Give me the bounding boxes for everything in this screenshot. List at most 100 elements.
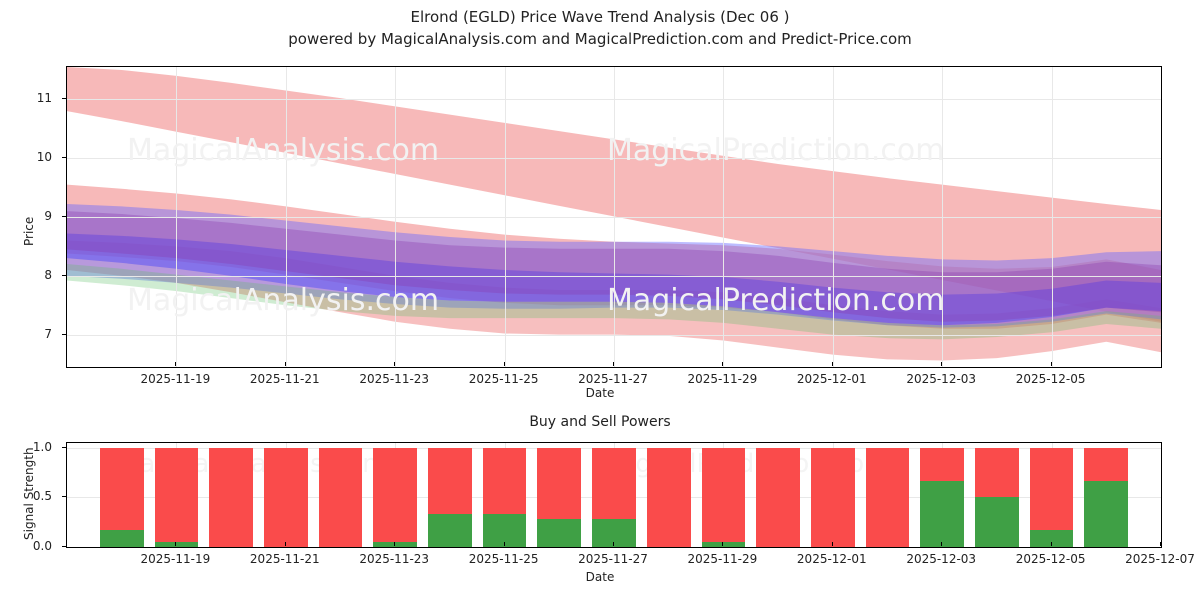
bottom-gridline-v bbox=[1161, 443, 1162, 547]
top-x-tick-label: 2025-12-01 bbox=[797, 372, 867, 386]
bottom-x-tick-mark bbox=[504, 542, 505, 546]
stacked-bar[interactable] bbox=[319, 448, 363, 547]
top-y-tick-label: 9 bbox=[44, 209, 52, 223]
top-x-tick-label: 2025-12-05 bbox=[1016, 372, 1086, 386]
stacked-bar[interactable] bbox=[483, 448, 527, 547]
sell-power-segment bbox=[702, 448, 746, 542]
bottom-y-tick-label: 0.5 bbox=[33, 489, 52, 503]
sell-power-segment bbox=[811, 448, 855, 547]
top-x-tick-label: 2025-11-21 bbox=[250, 372, 320, 386]
stacked-bar[interactable] bbox=[756, 448, 800, 547]
stacked-bar[interactable] bbox=[537, 448, 581, 547]
sell-power-segment bbox=[428, 448, 472, 514]
top-x-tick-label: 2025-11-29 bbox=[688, 372, 758, 386]
sell-power-segment bbox=[592, 448, 636, 519]
sell-power-segment bbox=[537, 448, 581, 519]
top-gridline-v bbox=[176, 67, 177, 367]
top-y-tick-label: 10 bbox=[37, 150, 52, 164]
top-gridline-v bbox=[614, 67, 615, 367]
bottom-x-tick-label: 2025-12-03 bbox=[906, 552, 976, 566]
top-gridline-v bbox=[833, 67, 834, 367]
stacked-bar[interactable] bbox=[811, 448, 855, 547]
top-x-tick-mark bbox=[175, 362, 176, 366]
buy-sell-powers-chart: Buy and Sell Powers Signal Strength 0.00… bbox=[0, 410, 1200, 600]
bottom-x-tick-label: 2025-11-27 bbox=[578, 552, 648, 566]
bottom-x-tick-mark bbox=[1160, 542, 1161, 546]
stacked-bar[interactable] bbox=[866, 448, 910, 547]
stacked-bar[interactable] bbox=[209, 448, 253, 547]
bottom-x-tick-label: 2025-11-23 bbox=[359, 552, 429, 566]
bottom-x-tick-mark bbox=[285, 542, 286, 546]
top-gridline-v bbox=[505, 67, 506, 367]
stacked-bar[interactable] bbox=[373, 448, 417, 547]
top-x-tick-mark bbox=[613, 362, 614, 366]
stacked-bar[interactable] bbox=[100, 448, 144, 547]
sell-power-segment bbox=[1030, 448, 1074, 530]
top-x-axis-label: Date bbox=[0, 386, 1200, 400]
top-x-tick-mark bbox=[941, 362, 942, 366]
bottom-x-tick-mark bbox=[175, 542, 176, 546]
bottom-chart-title: Buy and Sell Powers bbox=[0, 414, 1200, 430]
sell-power-segment bbox=[319, 448, 363, 547]
bottom-gridline-h bbox=[67, 547, 1161, 548]
page-title: Elrond (EGLD) Price Wave Trend Analysis … bbox=[0, 6, 1200, 50]
bottom-x-tick-mark bbox=[394, 542, 395, 546]
stacked-bar[interactable] bbox=[647, 448, 691, 547]
buy-power-segment bbox=[483, 514, 527, 547]
sell-power-segment bbox=[373, 448, 417, 542]
top-plot-area: MagicalAnalysis.com MagicalPrediction.co… bbox=[66, 66, 1162, 368]
top-gridline-v bbox=[1052, 67, 1053, 367]
buy-power-segment bbox=[537, 519, 581, 547]
top-x-tick-mark bbox=[394, 362, 395, 366]
stacked-bar[interactable] bbox=[428, 448, 472, 547]
top-x-tick-label: 2025-11-19 bbox=[141, 372, 211, 386]
bottom-x-tick-label: 2025-11-25 bbox=[469, 552, 539, 566]
buy-power-segment bbox=[920, 481, 964, 547]
top-y-tick-label: 11 bbox=[37, 91, 52, 105]
top-x-tick-mark bbox=[285, 362, 286, 366]
buy-power-segment bbox=[702, 542, 746, 547]
buy-power-segment bbox=[155, 542, 199, 547]
top-x-tick-mark bbox=[832, 362, 833, 366]
top-y-tick-label: 7 bbox=[44, 327, 52, 341]
bottom-y-tick-label: 0.0 bbox=[33, 539, 52, 553]
sell-power-segment bbox=[264, 448, 308, 547]
chart-page: Elrond (EGLD) Price Wave Trend Analysis … bbox=[0, 0, 1200, 600]
sell-power-segment bbox=[920, 448, 964, 481]
stacked-bar[interactable] bbox=[1030, 448, 1074, 547]
top-x-tick-label: 2025-11-23 bbox=[359, 372, 429, 386]
top-x-tick-label: 2025-11-27 bbox=[578, 372, 648, 386]
top-x-tick-label: 2025-12-03 bbox=[906, 372, 976, 386]
sell-power-segment bbox=[100, 448, 144, 530]
bottom-x-tick-label: 2025-12-01 bbox=[797, 552, 867, 566]
top-x-tick-mark bbox=[1051, 362, 1052, 366]
sell-power-segment bbox=[1084, 448, 1128, 481]
stacked-bar[interactable] bbox=[920, 448, 964, 547]
stacked-bar[interactable] bbox=[155, 448, 199, 547]
price-wave-chart: Price 7891011 MagicalAnalysis.com Magica… bbox=[0, 56, 1200, 406]
bottom-plot-area: MagicalAnalysis.com MagicalPrediction.co… bbox=[66, 442, 1162, 548]
sell-power-segment bbox=[483, 448, 527, 514]
bottom-x-axis-label: Date bbox=[0, 570, 1200, 584]
stacked-bar[interactable] bbox=[1084, 448, 1128, 547]
bottom-x-tick-mark bbox=[722, 542, 723, 546]
top-gridline-v bbox=[723, 67, 724, 367]
bottom-x-tick-label: 2025-12-07 bbox=[1125, 552, 1195, 566]
stacked-bar[interactable] bbox=[264, 448, 308, 547]
chart-title-line2: powered by MagicalAnalysis.com and Magic… bbox=[0, 28, 1200, 50]
top-x-tick-mark bbox=[504, 362, 505, 366]
stacked-bar[interactable] bbox=[975, 448, 1019, 547]
bottom-x-tick-label: 2025-11-19 bbox=[141, 552, 211, 566]
bottom-y-tick-label: 1.0 bbox=[33, 440, 52, 454]
bottom-x-tick-label: 2025-11-29 bbox=[688, 552, 758, 566]
bottom-x-tick-label: 2025-12-05 bbox=[1016, 552, 1086, 566]
buy-power-segment bbox=[975, 497, 1019, 547]
buy-power-segment bbox=[373, 542, 417, 547]
buy-power-segment bbox=[1030, 530, 1074, 547]
buy-power-segment bbox=[1084, 481, 1128, 547]
sell-power-segment bbox=[209, 448, 253, 547]
stacked-bar[interactable] bbox=[592, 448, 636, 547]
stacked-bar[interactable] bbox=[702, 448, 746, 547]
bottom-x-tick-mark bbox=[941, 542, 942, 546]
top-gridline-v bbox=[395, 67, 396, 367]
